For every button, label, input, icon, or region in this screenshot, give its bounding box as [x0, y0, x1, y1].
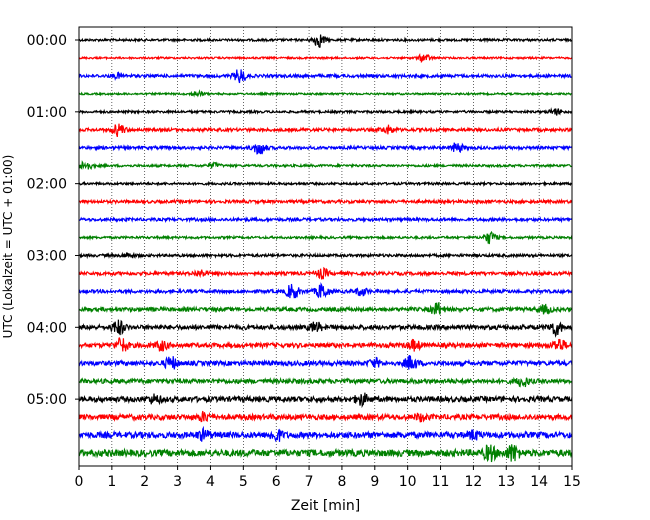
- x-tick-label: 13: [497, 474, 515, 490]
- trace-line: [78, 444, 573, 463]
- trace-line: [78, 354, 573, 370]
- x-tick-label: 6: [272, 474, 281, 490]
- x-axis-ticks: 0 1 2 3 4 5 6 7 8 9 10 11 12 13 14 15: [75, 466, 581, 490]
- x-tick-label: 12: [464, 474, 482, 490]
- x-tick-label: 7: [305, 474, 314, 490]
- y-tick-label: 03:00: [27, 248, 67, 264]
- trace-series: [78, 34, 573, 463]
- trace-line: [78, 266, 573, 280]
- x-tick-label: 11: [432, 474, 450, 490]
- trace-line: [78, 34, 573, 48]
- trace-line: [78, 410, 573, 423]
- x-tick-label: 3: [173, 474, 182, 490]
- y-tick-label: 04:00: [27, 320, 67, 336]
- x-axis-title: Zeit [min]: [291, 498, 360, 514]
- trace-line: [78, 302, 573, 315]
- grid-lines: [111, 27, 540, 466]
- plot-area-frame: [78, 26, 573, 467]
- x-tick-label: 14: [530, 474, 548, 490]
- trace-line: [78, 180, 573, 188]
- x-tick-label: 8: [337, 474, 346, 490]
- x-tick-label: 10: [399, 474, 417, 490]
- y-axis-ticks: 00:00 01:00 02:00 03:00 04:00 05:00: [27, 33, 79, 408]
- trace-line: [78, 160, 573, 170]
- trace-line: [78, 215, 573, 224]
- trace-line: [78, 392, 573, 409]
- y-tick-label: 00:00: [27, 33, 67, 49]
- trace-line: [78, 142, 573, 155]
- trace-line: [78, 69, 573, 84]
- y-axis-title: UTC (Lokalzeit = UTC + 01:00): [1, 155, 15, 339]
- trace-line: [78, 197, 573, 206]
- x-tick-label: 0: [75, 474, 84, 490]
- trace-line: [78, 337, 573, 352]
- trace-line: [78, 123, 573, 138]
- x-tick-label: 9: [370, 474, 379, 490]
- trace-line: [78, 52, 573, 64]
- y-tick-label: 05:00: [27, 392, 67, 408]
- y-tick-label: 01:00: [27, 105, 67, 121]
- trace-line: [78, 376, 573, 388]
- trace-line: [78, 251, 573, 260]
- x-tick-label: 4: [206, 474, 215, 490]
- x-tick-label: 2: [140, 474, 149, 490]
- trace-line: [78, 425, 573, 443]
- x-tick-label: 15: [563, 474, 581, 490]
- trace-line: [78, 230, 573, 245]
- trace-line: [78, 319, 573, 338]
- x-tick-label: 5: [239, 474, 248, 490]
- trace-line: [78, 281, 573, 299]
- x-tick-label: 1: [107, 474, 116, 490]
- y-tick-label: 02:00: [27, 177, 67, 193]
- trace-line: [78, 107, 573, 116]
- trace-line: [78, 89, 573, 98]
